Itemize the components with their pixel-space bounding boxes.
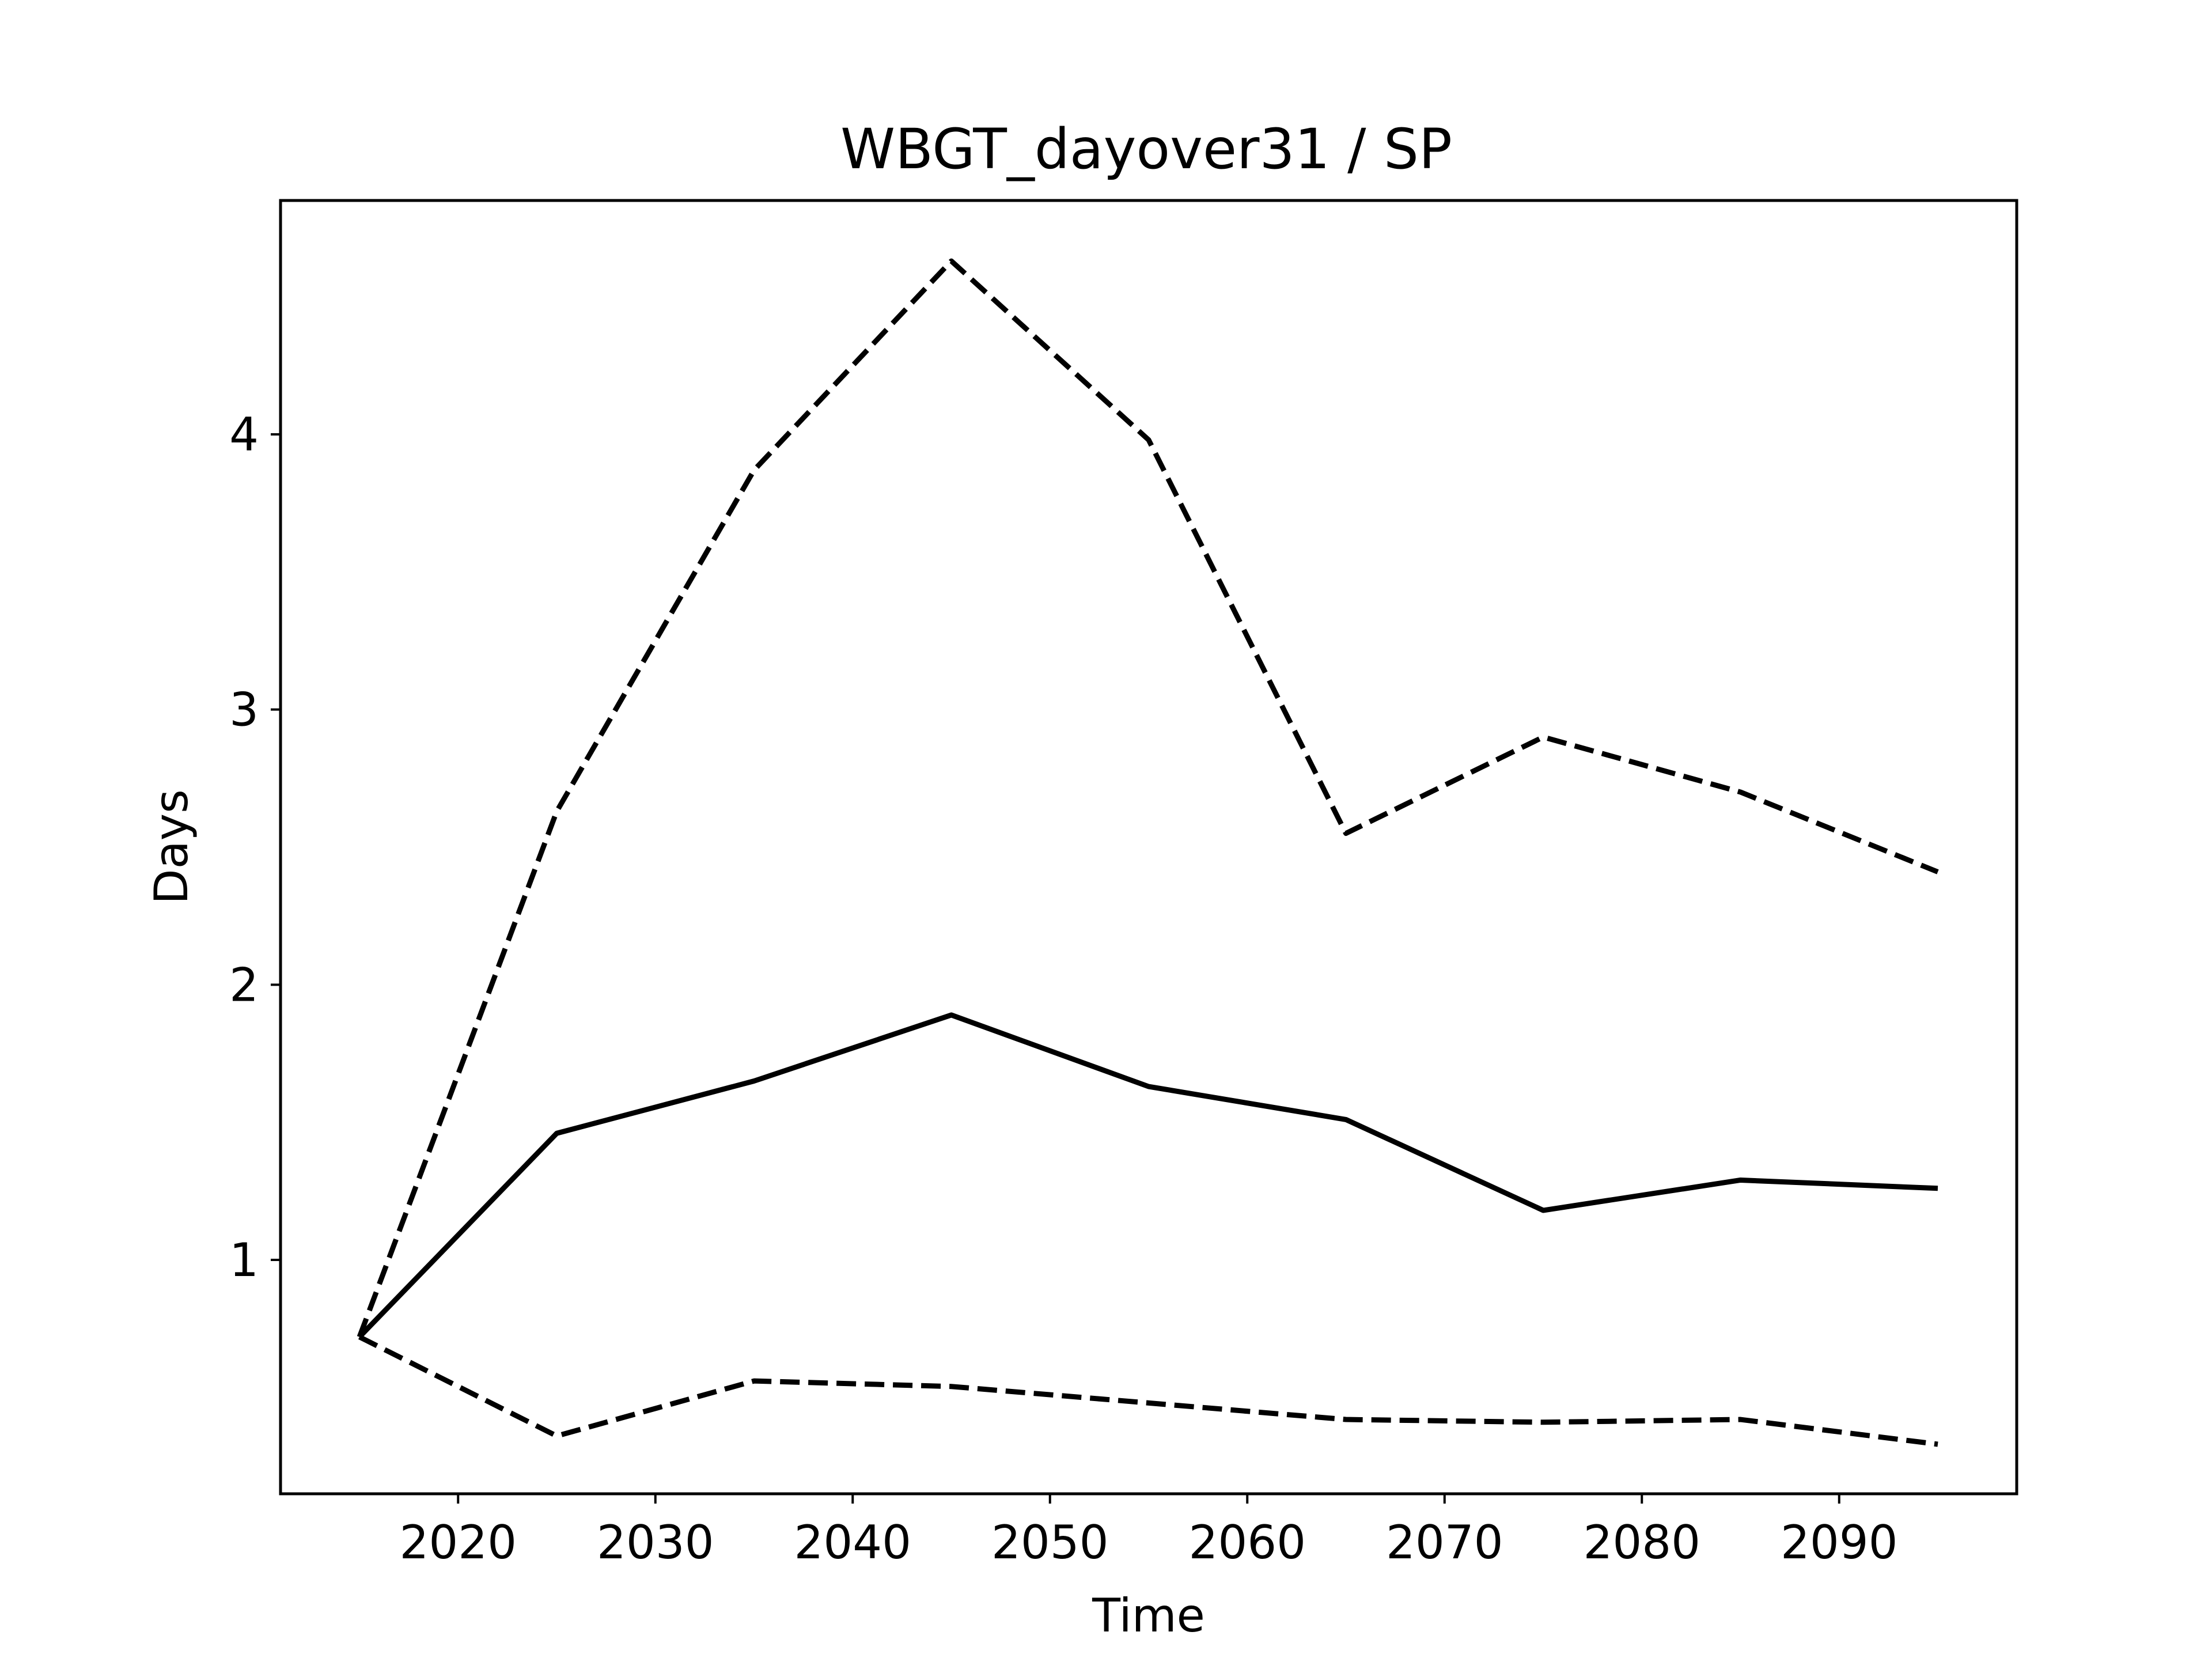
y-axis-label: Days (145, 789, 198, 904)
axes: 2020 2030 2040 2050 2060 2070 2080 2090 1 2 3 4 (229, 408, 1897, 1569)
x-tick-label: 2060 (1188, 1516, 1306, 1569)
plot-frame (279, 199, 2018, 1496)
x-axis-label: Time (1092, 1589, 1205, 1642)
x-tick-label: 2090 (1781, 1516, 1898, 1569)
x-tick-label: 2070 (1386, 1516, 1503, 1569)
plot-area (357, 258, 1939, 1447)
series-line-1 (357, 258, 1939, 1338)
y-tick-label: 3 (229, 683, 259, 737)
x-tick-label: 2050 (991, 1516, 1109, 1569)
x-tick-label: 2040 (794, 1516, 911, 1569)
x-tick-label: 2030 (597, 1516, 714, 1569)
series-line-3 (358, 1334, 1938, 1447)
y-tick-label: 1 (229, 1233, 259, 1287)
x-tick-label: 2080 (1583, 1516, 1700, 1569)
y-tick-label: 2 (229, 958, 259, 1012)
series-line-2 (357, 1012, 1938, 1339)
x-tick-label: 2020 (399, 1516, 517, 1569)
chart-title: WBGT_dayover31 / SP (840, 117, 1452, 181)
y-tick-label: 4 (229, 408, 259, 461)
